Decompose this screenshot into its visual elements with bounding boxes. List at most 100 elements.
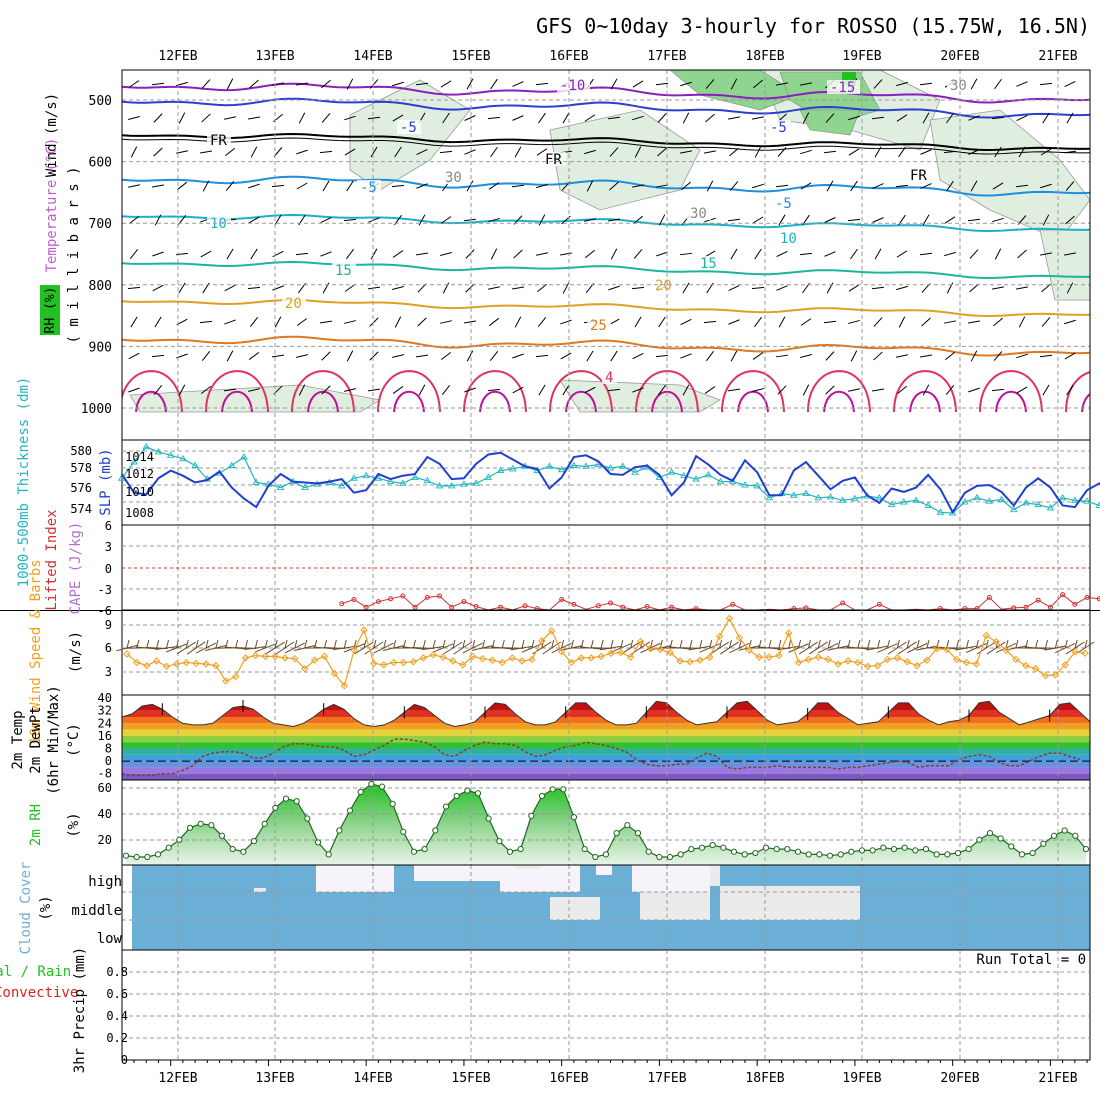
rh2m-point	[998, 836, 1003, 841]
date-label-bottom: 19FEB	[842, 1071, 881, 1086]
rh2m-point	[827, 853, 832, 858]
lifted-index-label: Lifted Index	[44, 509, 60, 610]
mb-tick-label: 700	[89, 217, 112, 232]
precip-tick: 0.6	[106, 987, 128, 1001]
rh2m-point	[507, 849, 512, 854]
date-label-top: 13FEB	[255, 49, 294, 64]
precip-label: 3hr Precip (mm)	[72, 947, 88, 1073]
rh2m-point	[337, 828, 342, 833]
precip-frame	[122, 950, 1090, 1060]
rh2m-point	[443, 804, 448, 809]
date-label-top: 17FEB	[647, 49, 686, 64]
thickness-label: 1000-500mb Thickness (dm)	[16, 377, 32, 588]
contour-label: -5	[775, 196, 792, 212]
contour-label: 4	[605, 370, 613, 386]
cloud-clear	[550, 897, 600, 920]
cloud-level-high: high	[88, 874, 122, 890]
contour-label: 20	[285, 296, 302, 312]
cloud-level-middle: middle	[71, 903, 122, 919]
rh2m-point	[134, 854, 139, 859]
wind10-line	[127, 619, 1085, 686]
temp-band	[122, 761, 1090, 767]
wind10-barb-flag	[680, 640, 682, 648]
li-tick: -3	[98, 583, 112, 597]
date-label-bottom: 21FEB	[1038, 1071, 1077, 1086]
contour-label: 15	[335, 263, 352, 279]
cloud-label: Cloud Cover	[18, 862, 34, 955]
rh2m-point	[187, 825, 192, 830]
rh2m-point	[987, 831, 992, 836]
rh2m-point	[955, 850, 960, 855]
rh2m-point	[454, 793, 459, 798]
thickness-tick: 576	[70, 481, 92, 495]
temp2m-labels: 2m Temp 2m DewPt (6hr Min/Max) (°C)	[10, 685, 82, 795]
rh2m-point	[305, 816, 310, 821]
cloud-cover-panel	[122, 865, 1090, 950]
wind10-barb-flag	[423, 640, 425, 648]
rh2m-point	[422, 846, 427, 851]
temp-band	[122, 749, 1090, 755]
date-label-bottom: 13FEB	[255, 1071, 294, 1086]
contour-label: -15	[830, 80, 855, 96]
precip-tick: 0.8	[106, 965, 128, 979]
rh2m-point	[1009, 844, 1014, 849]
rh2m-point	[571, 815, 576, 820]
rh2m-point	[315, 840, 320, 845]
contour-label: 30	[445, 170, 462, 186]
upper-rh-label: RH (%)	[43, 287, 58, 334]
wind10-barb-flag	[611, 640, 613, 648]
rh2m-point	[689, 846, 694, 851]
cloud-clear	[596, 865, 612, 875]
temp2m-unit: (°C)	[66, 723, 82, 757]
rh2m-labels: 2m RH (%)	[28, 804, 82, 846]
rh2m-point	[539, 793, 544, 798]
wind10-barb-flag	[1055, 640, 1057, 648]
precip-total-label: Total / Rain	[0, 964, 71, 980]
cloud-unit: (%)	[38, 895, 54, 920]
wind10-barb-flag	[236, 640, 238, 648]
rh2m-point	[411, 849, 416, 854]
cloud-clear	[414, 865, 500, 881]
mb-tick-label: 600	[89, 156, 112, 171]
rh2m-tick: 20	[98, 833, 112, 847]
temp-band	[122, 695, 1090, 711]
li-tick: 3	[105, 540, 112, 554]
rh2m-point	[859, 848, 864, 853]
rh2m-point	[657, 854, 662, 859]
precip-tick: 0.4	[106, 1009, 128, 1023]
cape-label: CAPE (J/kg)	[68, 522, 84, 615]
rh2m-point	[977, 837, 982, 842]
cloud-level-low: low	[97, 931, 123, 947]
rh2m-point	[678, 852, 683, 857]
contour-label: 30	[690, 206, 707, 222]
date-label-bottom: 16FEB	[549, 1071, 588, 1086]
cloud-clear	[640, 892, 710, 920]
rh2m-point	[1062, 828, 1067, 833]
rh2m-point	[763, 845, 768, 850]
run-total: Run Total = 0	[976, 952, 1086, 968]
lifted-index-line	[342, 595, 1100, 610]
slp-tick: 1014	[125, 450, 154, 464]
rh2m-point	[475, 791, 480, 796]
rh2m-point	[369, 781, 374, 786]
wind10-barb-flag	[483, 640, 485, 648]
rh2m-point	[1073, 833, 1078, 838]
rh2m-point	[646, 849, 651, 854]
upper-mb-label: ( m i l l i b a r s )	[66, 166, 82, 343]
cloud-labels: Cloud Cover (%) high middle low	[18, 862, 123, 955]
rh2m-point	[1019, 852, 1024, 857]
contour-label: FR	[210, 133, 227, 149]
precip-panel: 0.80.60.40.20	[106, 950, 1090, 1067]
wind10-barb-flag	[394, 640, 396, 648]
rh2m-point	[401, 829, 406, 834]
upper-labels: Wind (m/s) Temperature (°C) ( m i l l i …	[40, 93, 82, 344]
rh2m-point	[881, 845, 886, 850]
date-label-top: 12FEB	[158, 49, 197, 64]
mb-tick-label: 1000	[81, 402, 112, 417]
rh2m-point	[945, 852, 950, 857]
slp-tick: 1008	[125, 506, 154, 520]
rh2m-point	[582, 846, 587, 851]
